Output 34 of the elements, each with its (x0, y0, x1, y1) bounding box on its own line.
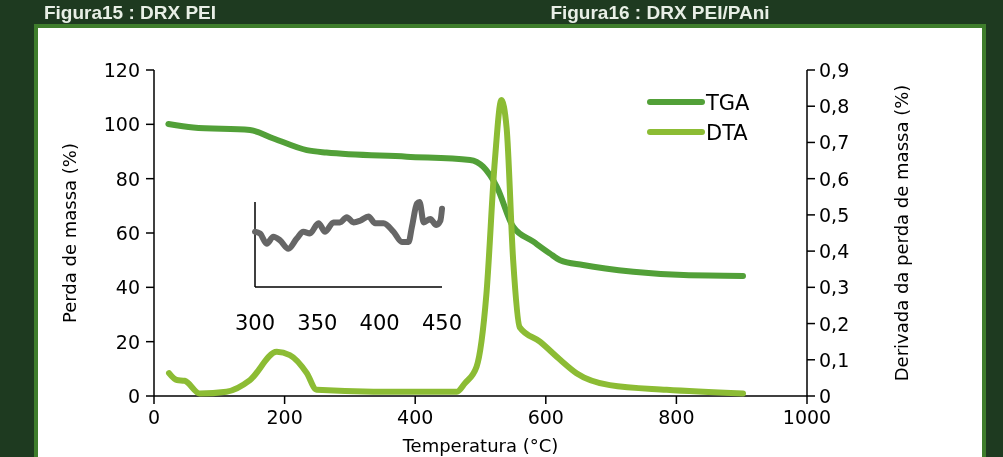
x-tick-label: 350 (297, 311, 338, 335)
y2-tick-label: 0,8 (819, 95, 850, 118)
x-tick-label: 800 (658, 406, 695, 428)
x-tick-label: 400 (397, 406, 434, 428)
x-tick-label: 450 (421, 311, 463, 335)
legend-label: TGA (705, 91, 751, 115)
text: Figura16 : DRX PEI/PAni (550, 2, 770, 23)
y2-tick-label: 0,3 (819, 276, 850, 299)
y-tick-label: 120 (103, 59, 140, 81)
y-tick-label: 20 (115, 330, 140, 353)
x-tick-label: 200 (266, 406, 303, 428)
y2-tick-label: 0,1 (819, 348, 850, 371)
y2-tick-label: 0,5 (819, 203, 850, 226)
y2-tick-label: 0,6 (819, 167, 850, 190)
x-tick-label: 400 (359, 311, 400, 335)
x-tick-label: 0 (147, 406, 161, 428)
y2-tick-label: 0,7 (819, 131, 850, 154)
text: Figura15 : DRX PEI (43, 2, 217, 23)
y2-tick-label: 0,9 (819, 59, 850, 81)
x-tick-label: 1000 (782, 406, 832, 428)
y-tick-label: 100 (103, 113, 140, 136)
x-tick-label: 600 (527, 406, 564, 428)
x-tick-label: 300 (234, 311, 276, 335)
y-tick-label: 80 (115, 167, 140, 190)
y-axis-title: Perda de massa (%) (59, 143, 80, 323)
y2-tick-label: 0 (819, 385, 832, 407)
y2-tick-label: 0,4 (819, 240, 850, 263)
y2-axis-title: Derivada da perda de massa (%) (891, 84, 912, 382)
y-tick-label: 0 (127, 385, 140, 407)
legend-label: DTA (706, 121, 749, 145)
y-tick-label: 40 (115, 276, 140, 299)
y2-tick-label: 0,2 (819, 312, 850, 335)
x-axis-title: Temperatura (°C) (401, 435, 559, 456)
y-tick-label: 60 (115, 222, 140, 244)
